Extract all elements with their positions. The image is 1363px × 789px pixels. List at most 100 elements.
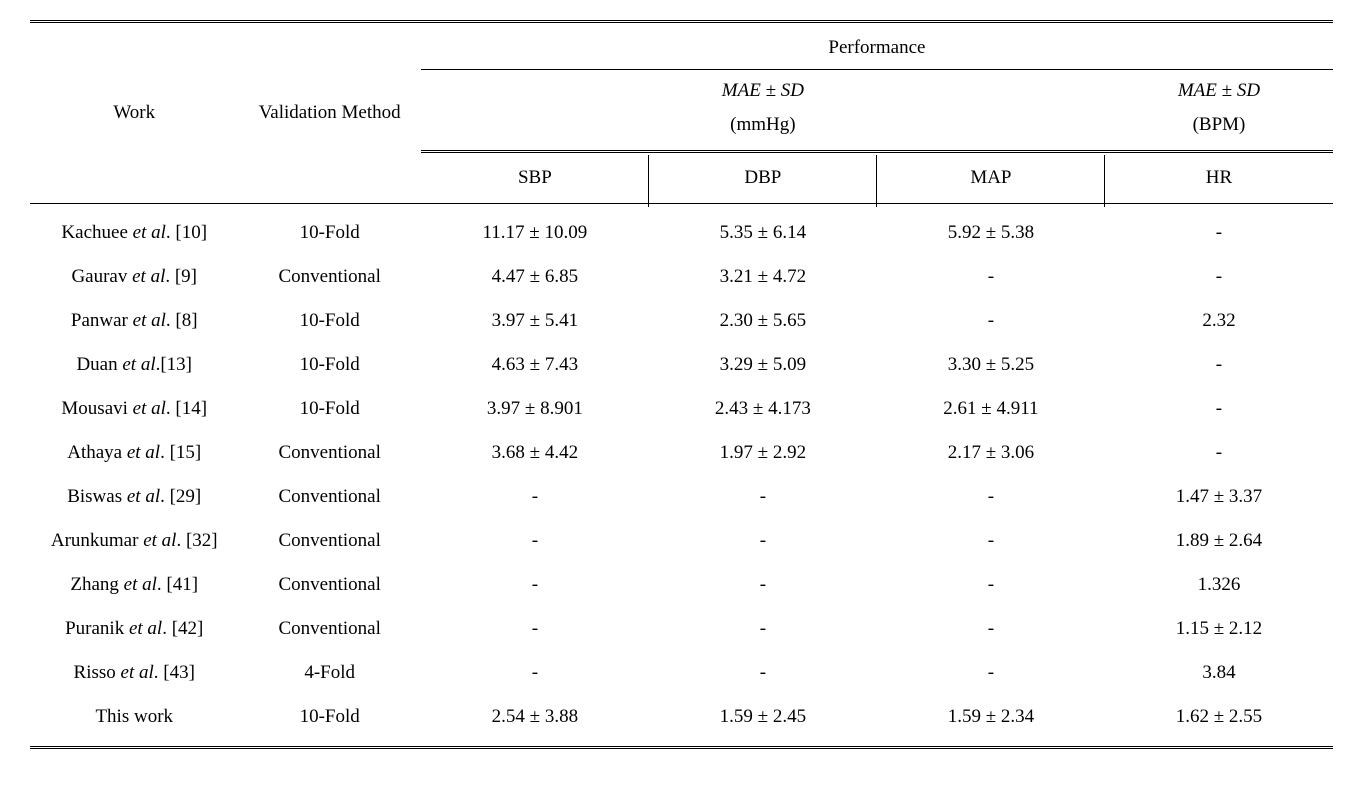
- cell-hr: -: [1105, 431, 1333, 475]
- cell-dbp: -: [649, 519, 877, 563]
- work-author: Athaya: [67, 442, 127, 463]
- table-row: Zhang et al. [41]Conventional---1.326: [30, 563, 1333, 607]
- column-header-dbp: DBP: [649, 152, 877, 204]
- cell-validation: 4-Fold: [238, 651, 420, 695]
- cell-work: Duan et al.[13]: [30, 343, 238, 387]
- cell-sbp: 11.17 ± 10.09: [421, 204, 649, 256]
- cell-dbp: 5.35 ± 6.14: [649, 204, 877, 256]
- cell-work: Zhang et al. [41]: [30, 563, 238, 607]
- work-etal: et al: [129, 618, 162, 639]
- performance-comparison-table: Work Validation Method Performance MAE ±…: [30, 20, 1333, 749]
- cell-sbp: -: [421, 651, 649, 695]
- cell-map: 3.30 ± 5.25: [877, 343, 1105, 387]
- cell-hr: -: [1105, 204, 1333, 256]
- cell-map: -: [877, 563, 1105, 607]
- cell-validation: 10-Fold: [238, 204, 420, 256]
- cell-map: 1.59 ± 2.34: [877, 695, 1105, 748]
- work-author: Kachuee: [61, 222, 132, 243]
- work-etal: et al: [122, 354, 155, 375]
- cell-map: -: [877, 651, 1105, 695]
- work-ref: . [29]: [160, 486, 201, 507]
- cell-map: -: [877, 607, 1105, 651]
- table-row: Arunkumar et al. [32]Conventional---1.89…: [30, 519, 1333, 563]
- header-mae-sd-bpm-label: MAE ± SD: [1105, 70, 1333, 107]
- cell-validation: Conventional: [238, 255, 420, 299]
- table-body: Kachuee et al. [10]10-Fold11.17 ± 10.095…: [30, 204, 1333, 748]
- column-header-hr: HR: [1105, 152, 1333, 204]
- cell-sbp: 3.97 ± 5.41: [421, 299, 649, 343]
- work-author: This work: [95, 706, 173, 727]
- cell-work: Kachuee et al. [10]: [30, 204, 238, 256]
- cell-work: This work: [30, 695, 238, 748]
- cell-hr: 2.32: [1105, 299, 1333, 343]
- work-author: Biswas: [67, 486, 127, 507]
- cell-dbp: 2.43 ± 4.173: [649, 387, 877, 431]
- cell-dbp: 2.30 ± 5.65: [649, 299, 877, 343]
- table-row: Mousavi et al. [14]10-Fold3.97 ± 8.9012.…: [30, 387, 1333, 431]
- cell-hr: 1.62 ± 2.55: [1105, 695, 1333, 748]
- cell-sbp: 3.97 ± 8.901: [421, 387, 649, 431]
- work-author: Arunkumar: [51, 530, 143, 551]
- header-mae-sd-mmhg-label: MAE ± SD: [421, 70, 1105, 107]
- cell-hr: 1.15 ± 2.12: [1105, 607, 1333, 651]
- cell-validation: Conventional: [238, 563, 420, 607]
- cell-work: Athaya et al. [15]: [30, 431, 238, 475]
- table-row: Puranik et al. [42]Conventional---1.15 ±…: [30, 607, 1333, 651]
- table-row: Gaurav et al. [9]Conventional4.47 ± 6.85…: [30, 255, 1333, 299]
- cell-sbp: -: [421, 563, 649, 607]
- cell-sbp: 4.47 ± 6.85: [421, 255, 649, 299]
- work-etal: et al: [127, 442, 160, 463]
- work-author: Panwar: [71, 310, 133, 331]
- work-ref: . [15]: [160, 442, 201, 463]
- column-header-map: MAP: [877, 152, 1105, 204]
- cell-work: Mousavi et al. [14]: [30, 387, 238, 431]
- cell-hr: 1.326: [1105, 563, 1333, 607]
- cell-sbp: 4.63 ± 7.43: [421, 343, 649, 387]
- cell-sbp: -: [421, 475, 649, 519]
- cell-hr: 3.84: [1105, 651, 1333, 695]
- cell-map: 2.17 ± 3.06: [877, 431, 1105, 475]
- work-ref: . [41]: [157, 574, 198, 595]
- work-etal: et al: [124, 574, 157, 595]
- cell-work: Biswas et al. [29]: [30, 475, 238, 519]
- work-author: Zhang: [70, 574, 123, 595]
- cell-hr: 1.89 ± 2.64: [1105, 519, 1333, 563]
- header-unit-mmhg: (mmHg): [421, 106, 1105, 152]
- cell-map: -: [877, 299, 1105, 343]
- cell-dbp: -: [649, 475, 877, 519]
- work-etal: et al: [133, 222, 166, 243]
- cell-map: -: [877, 475, 1105, 519]
- table-row: Biswas et al. [29]Conventional---1.47 ± …: [30, 475, 1333, 519]
- work-ref: . [32]: [176, 530, 217, 551]
- work-etal: et al: [133, 398, 166, 419]
- cell-sbp: 3.68 ± 4.42: [421, 431, 649, 475]
- cell-validation: 10-Fold: [238, 387, 420, 431]
- cell-work: Arunkumar et al. [32]: [30, 519, 238, 563]
- cell-dbp: 1.59 ± 2.45: [649, 695, 877, 748]
- cell-map: 2.61 ± 4.911: [877, 387, 1105, 431]
- cell-sbp: -: [421, 607, 649, 651]
- cell-sbp: -: [421, 519, 649, 563]
- cell-dbp: -: [649, 607, 877, 651]
- work-etal: et al: [127, 486, 160, 507]
- cell-validation: Conventional: [238, 607, 420, 651]
- work-etal: et al: [132, 266, 165, 287]
- work-ref: . [10]: [166, 222, 207, 243]
- cell-work: Risso et al. [43]: [30, 651, 238, 695]
- table-row: Athaya et al. [15]Conventional3.68 ± 4.4…: [30, 431, 1333, 475]
- work-ref: . [14]: [166, 398, 207, 419]
- work-etal: et al: [121, 662, 154, 683]
- column-header-sbp: SBP: [421, 152, 649, 204]
- work-etal: et al: [133, 310, 166, 331]
- cell-dbp: 3.21 ± 4.72: [649, 255, 877, 299]
- cell-map: 5.92 ± 5.38: [877, 204, 1105, 256]
- cell-validation: Conventional: [238, 431, 420, 475]
- cell-hr: 1.47 ± 3.37: [1105, 475, 1333, 519]
- cell-work: Panwar et al. [8]: [30, 299, 238, 343]
- column-header-validation: Validation Method: [238, 22, 420, 204]
- cell-validation: Conventional: [238, 519, 420, 563]
- work-etal: et al: [143, 530, 176, 551]
- cell-dbp: -: [649, 563, 877, 607]
- table-row: Duan et al.[13]10-Fold4.63 ± 7.433.29 ± …: [30, 343, 1333, 387]
- cell-dbp: 1.97 ± 2.92: [649, 431, 877, 475]
